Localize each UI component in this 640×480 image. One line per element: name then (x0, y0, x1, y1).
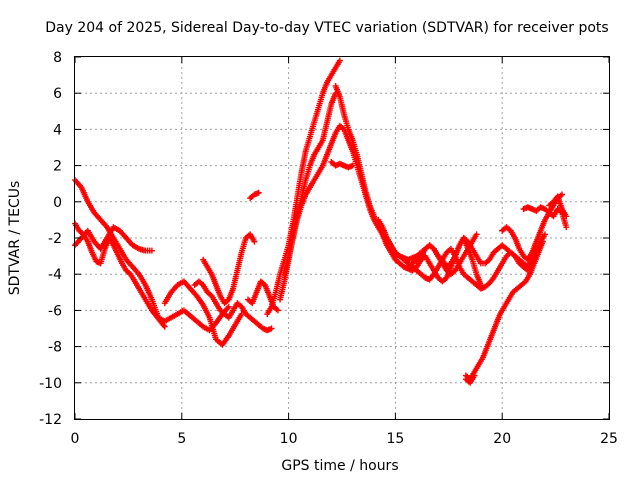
x-tick-label: 15 (386, 431, 404, 447)
data-point (563, 224, 570, 231)
data-point (349, 162, 356, 169)
chart-title: Day 204 of 2025, Sidereal Day-to-day VTE… (45, 20, 608, 36)
y-tick-label: 6 (53, 86, 62, 102)
y-tick-label: -6 (48, 303, 62, 319)
plot-frame (74, 56, 610, 420)
series-trace-3 (72, 220, 168, 330)
y-tick-label: 4 (53, 122, 62, 138)
data-point (225, 303, 232, 310)
y-tick-label: 2 (53, 159, 62, 175)
data-point (255, 189, 262, 196)
y-tick-label: -8 (48, 340, 62, 356)
series-trace-17 (462, 372, 478, 386)
series-trace-11 (281, 122, 480, 278)
data-point (473, 231, 480, 238)
data-point (148, 247, 155, 254)
data-point (563, 213, 570, 220)
series-trace-5 (191, 278, 275, 334)
data-point (539, 238, 546, 245)
data-point (251, 238, 258, 245)
tick-layer: 0 5 10 15 20 25 -12 -10 -8 -6 -4 -2 0 2 4 6 8 (39, 50, 618, 447)
data-point (559, 191, 566, 198)
x-axis-label: GPS time / hours (281, 458, 398, 474)
series-trace-20 (546, 193, 570, 220)
y-tick-label: -2 (48, 231, 62, 247)
x-tick-label: 10 (280, 431, 298, 447)
x-tick-label: 0 (71, 431, 80, 447)
y-tick-label: 8 (53, 50, 62, 66)
y-axis-label: SDTVAR / TECUs (7, 181, 23, 296)
data-point (471, 372, 478, 379)
data-point (336, 57, 343, 64)
x-tick-label: 5 (177, 431, 186, 447)
x-tick-label: 25 (600, 431, 618, 447)
series-trace-18 (499, 191, 566, 263)
series-trace-6 (200, 231, 258, 307)
data-point (268, 325, 275, 332)
series-trace-15 (409, 235, 540, 270)
data-point (161, 323, 168, 330)
series-trace-8 (247, 189, 262, 202)
y-tick-label: -10 (39, 376, 62, 392)
data-marks (72, 57, 570, 386)
y-tick-label: -4 (48, 267, 62, 283)
data-point (541, 231, 548, 238)
data-point (274, 307, 281, 314)
y-tick-label: 0 (53, 195, 62, 211)
series-trace-4 (161, 278, 245, 348)
y-tick-label: -12 (39, 412, 62, 428)
series-trace-13 (328, 158, 356, 171)
x-tick-label: 20 (493, 431, 511, 447)
